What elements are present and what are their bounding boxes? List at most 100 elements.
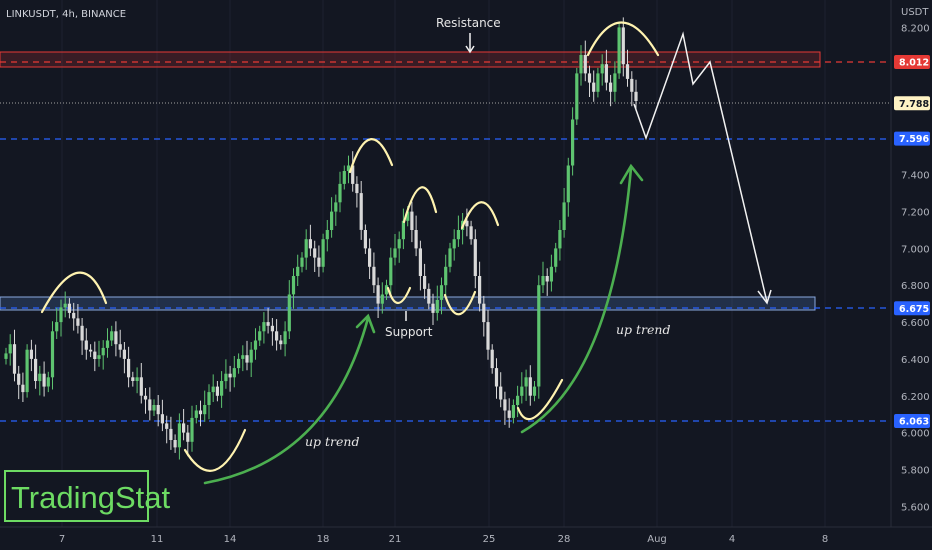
arc-trough-4 [516, 378, 564, 421]
candle-body [169, 428, 173, 440]
candle-body [76, 318, 80, 326]
candle-body [507, 410, 511, 418]
watermark-box [4, 470, 149, 522]
candle-body [372, 266, 376, 286]
candle-body [554, 248, 558, 267]
price-tag-box [894, 96, 930, 111]
candle-body [127, 358, 131, 378]
candle-body [545, 276, 549, 282]
candle-body [186, 432, 190, 442]
support-zone[interactable] [0, 296, 816, 311]
candle-body [304, 239, 308, 258]
candle-body [139, 377, 143, 396]
candle-body [270, 325, 274, 332]
candle-body [330, 211, 334, 230]
time-tick-label: 8 [822, 534, 828, 545]
candle-body [423, 276, 427, 289]
price-tags: 8.012 7.788 7.596 6.675 6.063 [894, 55, 930, 428]
price-tick-label: 7.400 [901, 171, 930, 182]
candle-body [532, 386, 537, 396]
candle-body [439, 285, 444, 300]
candle-body [482, 303, 486, 323]
candle-body [600, 64, 604, 74]
time-axis[interactable] [0, 527, 932, 550]
candle-body [621, 27, 625, 65]
projection-path [405, 31, 772, 321]
projection-arrowhead [757, 289, 772, 305]
candle-body [397, 239, 401, 249]
candle-body [122, 349, 126, 359]
candle-body [287, 294, 291, 332]
candle-body [173, 440, 177, 448]
candle-body [401, 220, 405, 240]
candle-body [511, 405, 515, 418]
candle-body [46, 377, 50, 387]
candle-body [317, 257, 321, 267]
candle-body [486, 322, 490, 350]
candle-body [490, 349, 494, 369]
candle-body [203, 405, 207, 415]
candle-body [579, 55, 583, 74]
candle-body [604, 64, 608, 83]
candle-body [617, 27, 621, 74]
candle-body [194, 410, 198, 418]
candle-body [38, 373, 42, 382]
candle-body [152, 405, 156, 411]
time-axis-ticks: 7 11 14 18 21 25 28 Aug 4 8 [59, 534, 828, 545]
candle-body [63, 303, 67, 308]
candle-body [592, 82, 596, 92]
price-tag-box [894, 414, 930, 428]
uptrend-arrowhead-2 [619, 163, 644, 185]
symbol-title: LINKUSDT, 4h, BINANCE [6, 9, 126, 20]
candle-body [275, 331, 279, 341]
candle-body [494, 368, 499, 387]
candle-body [245, 355, 249, 363]
candle-body [625, 64, 630, 79]
candle-body [220, 381, 224, 396]
candle-body [520, 386, 524, 396]
candle-body [478, 276, 482, 304]
uptrend-arrow-2 [520, 166, 633, 434]
candle-body [613, 73, 617, 92]
candle-body [42, 373, 46, 387]
candle-body [516, 395, 520, 405]
candle-body [583, 55, 587, 74]
price-axis[interactable] [891, 0, 932, 527]
candle-body [587, 73, 592, 83]
time-tick-label: 21 [389, 534, 402, 545]
projection-line [633, 31, 768, 303]
candle-body [562, 202, 566, 230]
candle-body [503, 399, 507, 411]
candle-body [325, 230, 329, 240]
candles[interactable] [4, 17, 638, 460]
candle-body [148, 399, 152, 411]
uptrend-arrows [203, 163, 644, 485]
arc-peak-3 [402, 186, 438, 224]
candle-body [50, 331, 55, 378]
candle-body [207, 392, 211, 405]
candle-body [110, 331, 114, 341]
candle-body [67, 303, 71, 313]
arc-peak-1 [40, 271, 108, 314]
candle-body [414, 230, 418, 249]
candle-body [384, 285, 389, 295]
candle-body [17, 373, 21, 385]
candle-body [558, 230, 562, 249]
price-axis-ticks: 8.200 7.400 7.200 7.000 6.800 6.600 6.400 6.200… [901, 23, 930, 513]
candle-body [237, 358, 241, 369]
resistance-zone[interactable] [0, 51, 821, 68]
candle-body [473, 239, 477, 276]
price-tick-label: 6.800 [901, 281, 930, 292]
price-tick-label: 7.200 [901, 208, 930, 219]
time-tick-label: 14 [224, 534, 237, 545]
price-tag-label: 6.063 [899, 417, 929, 428]
candle-body [283, 331, 287, 345]
pattern-arcs [40, 21, 660, 472]
candle-body [338, 183, 342, 203]
support-label: Support [385, 325, 433, 339]
candle-body [596, 73, 600, 92]
candle-body [334, 202, 338, 212]
price-tick-label: 6.400 [901, 355, 930, 366]
